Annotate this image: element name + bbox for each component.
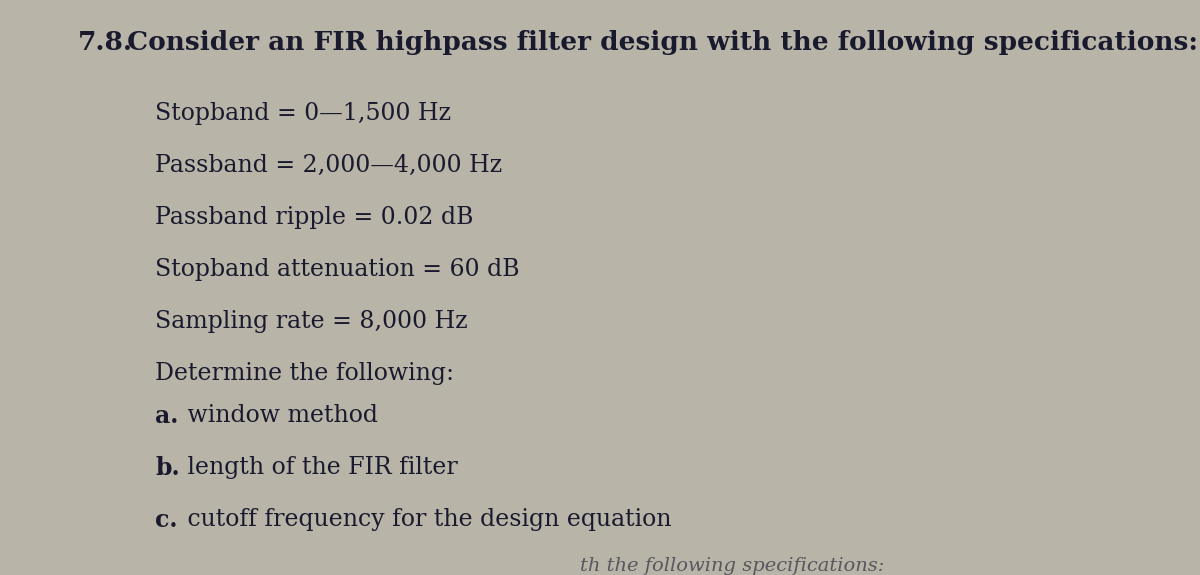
Text: Determine the following:: Determine the following: [155,362,454,385]
Text: a.: a. [155,404,179,428]
Text: th the following specifications:: th the following specifications: [580,557,884,575]
Text: Stopband = 0—1,500 Hz: Stopband = 0—1,500 Hz [155,102,451,125]
Text: Passband ripple = 0.02 dB: Passband ripple = 0.02 dB [155,206,474,229]
Text: window method: window method [180,404,378,427]
Text: cutoff frequency for the design equation: cutoff frequency for the design equation [180,508,672,531]
Text: Stopband attenuation = 60 dB: Stopband attenuation = 60 dB [155,258,520,281]
Text: length of the FIR filter: length of the FIR filter [180,456,457,479]
Text: Sampling rate = 8,000 Hz: Sampling rate = 8,000 Hz [155,310,468,333]
Text: 7.8.: 7.8. [78,30,133,55]
Text: c.: c. [155,508,178,532]
Text: Consider an FIR highpass filter design with the following specifications:: Consider an FIR highpass filter design w… [118,30,1198,55]
Text: Passband = 2,000—4,000 Hz: Passband = 2,000—4,000 Hz [155,154,502,177]
Text: b.: b. [155,456,180,480]
